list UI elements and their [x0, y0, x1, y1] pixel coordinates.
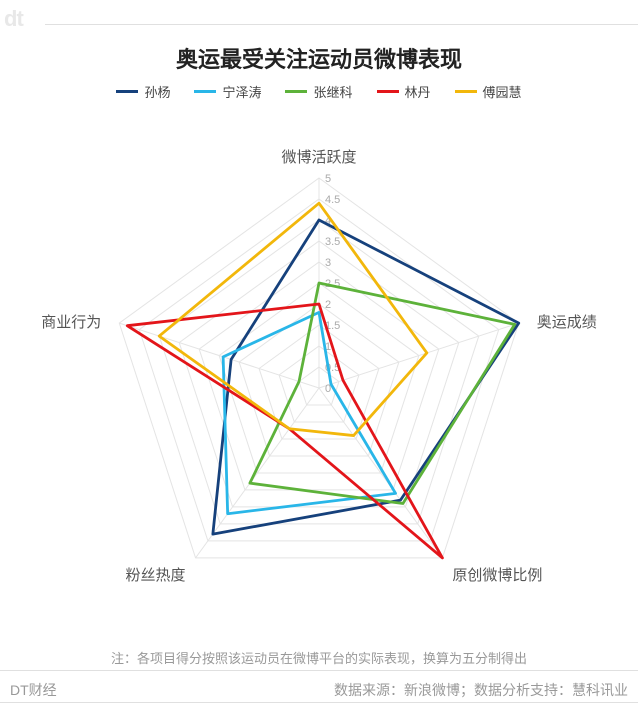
- svg-text:2: 2: [325, 299, 331, 311]
- legend-swatch: [285, 90, 307, 93]
- legend-label: 孙杨: [144, 82, 170, 101]
- legend-swatch: [194, 90, 216, 93]
- chart-note: 注：各项目得分按照该运动员在微博平台的实际表现，换算为五分制得出: [0, 648, 638, 667]
- axis-label: 微博活跃度: [281, 149, 356, 166]
- axis-label: 粉丝热度: [126, 567, 186, 584]
- svg-text:4.5: 4.5: [325, 194, 340, 206]
- radar-chart: 00.511.522.533.544.55微博活跃度奥运成绩原创微博比例粉丝热度…: [0, 108, 638, 648]
- legend-item: 张继科: [285, 82, 352, 101]
- footer: DT财经 数据来源：新浪微博；数据分析支持：慧科讯业: [10, 680, 628, 700]
- legend-swatch: [455, 90, 477, 93]
- legend-item: 宁泽涛: [194, 82, 261, 101]
- legend: 孙杨 宁泽涛 张继科 林丹 傅园慧: [0, 82, 638, 101]
- footer-separator: [0, 670, 638, 671]
- legend-item: 孙杨: [116, 82, 170, 101]
- legend-swatch: [116, 90, 138, 93]
- svg-text:5: 5: [325, 173, 331, 185]
- chart-title: 奥运最受关注运动员微博表现: [0, 42, 638, 74]
- legend-label: 傅园慧: [483, 82, 522, 101]
- axis-label: 奥运成绩: [537, 314, 597, 331]
- legend-label: 张继科: [313, 82, 352, 101]
- legend-label: 林丹: [405, 82, 431, 101]
- svg-text:3.5: 3.5: [325, 236, 340, 248]
- top-separator: [45, 24, 638, 25]
- legend-item: 傅园慧: [455, 82, 522, 101]
- legend-swatch: [377, 90, 399, 93]
- legend-item: 林丹: [377, 82, 431, 101]
- footer-left: DT财经: [10, 680, 57, 700]
- footer-separator-2: [0, 702, 638, 703]
- legend-label: 宁泽涛: [222, 82, 261, 101]
- svg-text:3: 3: [325, 257, 331, 269]
- axis-label: 商业行为: [41, 314, 101, 331]
- axis-label: 原创微博比例: [452, 567, 542, 584]
- watermark: dt: [4, 6, 23, 32]
- footer-right: 数据来源：新浪微博；数据分析支持：慧科讯业: [334, 680, 628, 700]
